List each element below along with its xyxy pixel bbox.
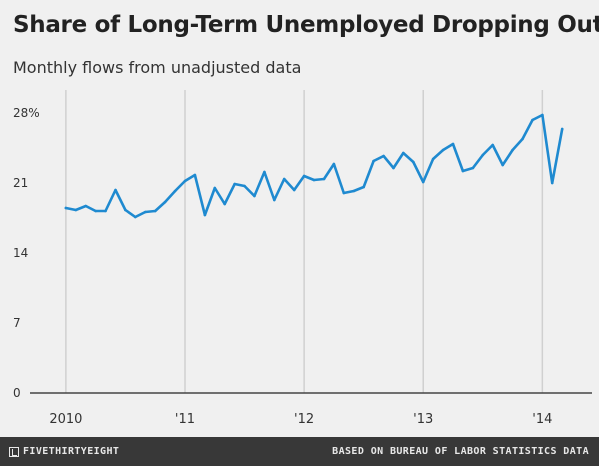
- data-point: [521, 137, 524, 141]
- data-point: [560, 127, 564, 131]
- data-point: [243, 184, 246, 188]
- data-point: [392, 166, 395, 170]
- x-axis: 2010 '11 '12 '13 '14: [49, 412, 552, 427]
- line-chart: 28% 21 14 7 0 2010 '11 '12 '13 '14: [13, 90, 592, 427]
- data-point: [94, 209, 97, 213]
- data-point: [541, 113, 544, 117]
- x-tick-label-3: '13: [413, 412, 433, 427]
- data-point: [84, 204, 88, 208]
- data-point: [253, 194, 256, 198]
- data-point: [550, 181, 554, 185]
- data-point: [134, 215, 137, 219]
- data-point: [322, 177, 326, 181]
- data-point: [124, 208, 127, 212]
- data-point: [501, 163, 504, 167]
- series-layer: [64, 113, 564, 219]
- data-point: [461, 169, 465, 173]
- data-point: [233, 182, 236, 186]
- data-point: [382, 154, 385, 158]
- chart-subtitle: Monthly flows from unadjusted data: [13, 58, 302, 77]
- data-point: [163, 200, 167, 204]
- brand-logo: FIVETHIRTYEIGHT: [9, 446, 119, 457]
- y-tick-label-1: 21: [13, 176, 28, 190]
- data-point: [203, 213, 207, 217]
- data-point: [402, 151, 405, 155]
- data-point: [421, 180, 425, 184]
- data-point: [491, 143, 494, 147]
- data-point: [312, 178, 316, 182]
- data-point: [74, 208, 78, 212]
- data-point: [481, 153, 485, 157]
- data-point: [144, 210, 147, 214]
- x-tick-label-0: 2010: [49, 412, 82, 427]
- data-point: [114, 188, 117, 192]
- data-point: [183, 179, 187, 183]
- chart-title: Share of Long-Term Unemployed Dropping O…: [13, 12, 599, 38]
- y-tick-label-3: 7: [13, 316, 21, 330]
- y-axis: 28% 21 14 7 0: [13, 106, 40, 400]
- y-tick-label-4: 0: [13, 386, 21, 400]
- data-point: [451, 142, 455, 146]
- data-point: [104, 209, 107, 213]
- data-point: [213, 186, 217, 190]
- grid-layer: [30, 90, 592, 394]
- data-point: [342, 191, 346, 195]
- data-point: [431, 157, 435, 161]
- data-point: [292, 188, 296, 192]
- data-point: [153, 209, 157, 213]
- data-point: [362, 185, 365, 189]
- data-point: [223, 202, 226, 206]
- y-tick-label-0: 28%: [13, 106, 40, 120]
- data-point: [441, 148, 445, 152]
- brand-name: FIVETHIRTYEIGHT: [23, 446, 120, 457]
- x-tick-label-1: '11: [175, 412, 195, 427]
- data-point: [173, 189, 177, 193]
- series-line-0: [64, 113, 564, 219]
- data-point: [372, 159, 375, 163]
- fivethirtyeight-logo-icon: [9, 446, 19, 457]
- data-point: [302, 174, 306, 178]
- data-point: [193, 173, 197, 177]
- data-point: [471, 166, 475, 170]
- data-point: [282, 177, 286, 181]
- source-credit: BASED ON BUREAU OF LABOR STATISTICS DATA: [332, 446, 589, 457]
- data-point: [352, 189, 356, 193]
- data-point: [263, 170, 266, 174]
- data-point: [332, 162, 336, 166]
- data-point: [273, 198, 276, 202]
- y-tick-label-2: 14: [13, 246, 28, 260]
- data-point: [64, 206, 68, 210]
- data-point: [511, 148, 514, 152]
- footer-bar: FIVETHIRTYEIGHT BASED ON BUREAU OF LABOR…: [0, 437, 599, 466]
- data-point: [531, 118, 534, 122]
- x-tick-label-2: '12: [294, 412, 314, 427]
- x-tick-label-4: '14: [532, 412, 552, 427]
- data-point: [412, 160, 415, 164]
